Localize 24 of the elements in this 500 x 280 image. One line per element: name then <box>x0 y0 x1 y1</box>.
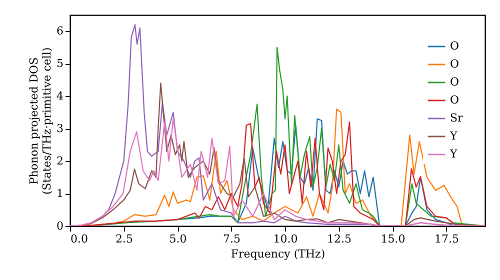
x-tick-label: 5.0 <box>169 232 187 246</box>
x-tick-label: 0.0 <box>70 232 88 246</box>
x-tick-label: 7.5 <box>223 232 241 246</box>
y-tick-label: 2 <box>56 154 64 168</box>
legend-label: O <box>450 58 460 70</box>
legend-label: O <box>450 76 460 88</box>
y-tick-label: 0 <box>56 220 64 232</box>
y-tick-label: 5 <box>56 57 64 70</box>
x-tick-label: 10.0 <box>273 232 298 246</box>
x-tick-label: 2.5 <box>116 232 134 246</box>
legend-label: Y <box>449 130 458 142</box>
x-tick-label: 12.5 <box>327 232 352 246</box>
x-tick-label: 17.5 <box>434 232 460 246</box>
y-tick-label: 4 <box>56 90 64 103</box>
y-tick-label: 6 <box>56 24 64 38</box>
x-axis-title: Frequency (THz) <box>230 248 326 260</box>
legend-label: O <box>450 94 460 106</box>
y-tick-label: 3 <box>56 122 64 136</box>
y-axis-title: Phonon projected DOS (States/THz·primitive cell) <box>28 47 54 195</box>
x-tick-label: 15.0 <box>380 232 406 246</box>
y-tick-label: 1 <box>56 187 64 200</box>
legend-label: Sr <box>450 112 464 124</box>
legend-label: O <box>450 40 460 52</box>
legend-label: Y <box>449 148 458 160</box>
